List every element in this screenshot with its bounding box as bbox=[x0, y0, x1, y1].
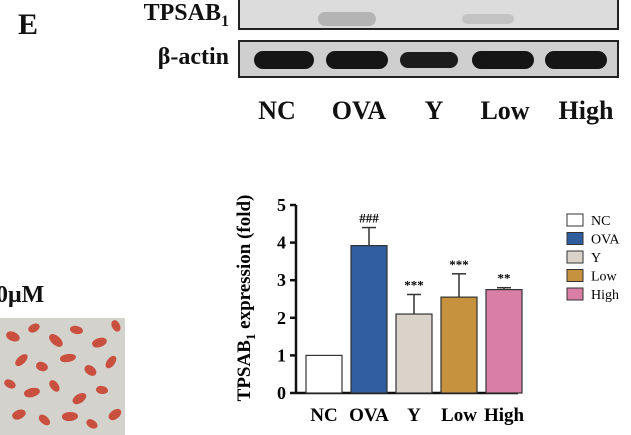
legend-swatch bbox=[566, 250, 584, 264]
chart-y-axis-label-main: TPSAB bbox=[234, 340, 255, 402]
lane-label-ova: OVA bbox=[331, 96, 387, 125]
panel-letter: E bbox=[18, 8, 39, 41]
y-tick-label: 1 bbox=[277, 345, 286, 365]
y-tick-label: 2 bbox=[277, 308, 286, 328]
significance-label: *** bbox=[449, 257, 469, 272]
bar-y bbox=[395, 313, 433, 394]
chart-y-axis-label: TPSAB1 expression (fold) bbox=[234, 195, 258, 402]
legend-label: Y bbox=[591, 251, 601, 266]
x-tick-label: NC bbox=[310, 405, 337, 426]
micrograph-label: 0μM bbox=[0, 282, 45, 308]
x-tick-label: Y bbox=[407, 405, 421, 426]
blot-band bbox=[472, 51, 534, 69]
legend-swatch bbox=[566, 287, 584, 301]
legend-swatch bbox=[566, 232, 584, 245]
legend-label: OVA bbox=[591, 233, 620, 248]
lane-label-nc: NC bbox=[258, 96, 296, 125]
y-tick-label: 3 bbox=[277, 270, 286, 290]
bar-ova bbox=[350, 245, 388, 394]
blot-row-beta-actin bbox=[238, 40, 619, 78]
blot-band bbox=[462, 14, 514, 24]
bar-low bbox=[440, 296, 478, 394]
blot-band bbox=[254, 51, 314, 69]
significance-label: ### bbox=[359, 211, 379, 226]
blot-label-tpsab1-sub: 1 bbox=[221, 12, 229, 30]
chart-y-axis-label-rest: expression (fold) bbox=[234, 195, 255, 334]
y-tick-label: 0 bbox=[277, 383, 286, 403]
blot-band bbox=[318, 12, 376, 26]
chart-y-axis-label-sub: 1 bbox=[243, 334, 258, 341]
x-tick-label: High bbox=[484, 405, 525, 426]
blot-band bbox=[326, 51, 388, 69]
legend-label: NC bbox=[591, 214, 610, 229]
blot-label-beta-actin: β-actin bbox=[157, 44, 229, 70]
blot-label-tpsab1: TPSAB1 bbox=[144, 0, 229, 31]
legend-swatch bbox=[566, 213, 584, 227]
significance-label: *** bbox=[404, 277, 424, 292]
legend-label: High bbox=[591, 288, 619, 303]
legend-label: Low bbox=[591, 270, 618, 285]
blot-band bbox=[545, 51, 607, 69]
x-tick-label: OVA bbox=[349, 405, 389, 426]
lane-label-y: Y bbox=[424, 96, 444, 125]
y-tick-label: 4 bbox=[277, 233, 286, 253]
y-tick-label: 5 bbox=[277, 195, 286, 215]
blot-band bbox=[400, 52, 458, 68]
bar-nc bbox=[305, 354, 343, 394]
lane-label-low: Low bbox=[480, 96, 530, 125]
bar-high bbox=[485, 288, 523, 394]
micrograph-image bbox=[0, 318, 125, 435]
significance-label: ** bbox=[498, 271, 511, 286]
blot-label-tpsab1-main: TPSAB bbox=[143, 0, 221, 26]
x-tick-label: Low bbox=[441, 405, 477, 426]
lane-label-high: High bbox=[558, 96, 614, 125]
blot-row-tpsab1 bbox=[238, 0, 619, 30]
legend-swatch bbox=[566, 269, 584, 282]
